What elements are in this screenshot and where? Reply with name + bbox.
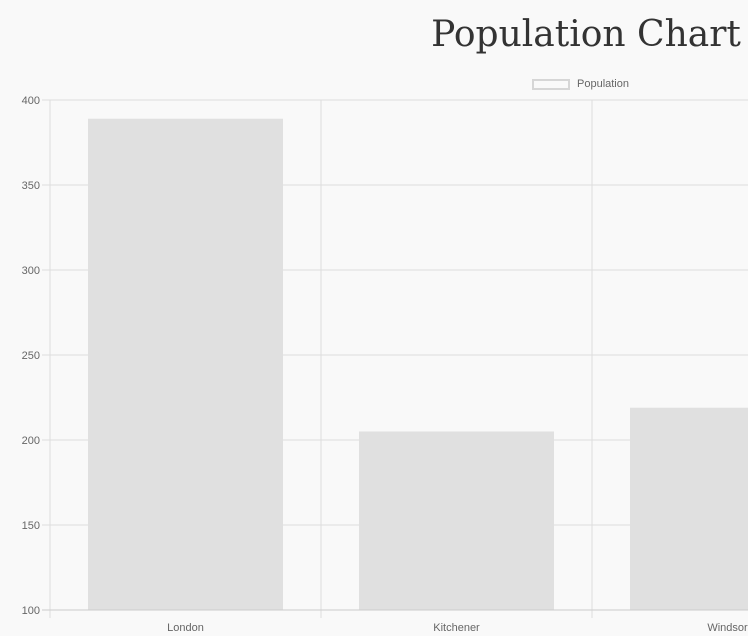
bar-layer bbox=[88, 118, 748, 610]
bar-windsor bbox=[630, 407, 748, 610]
label-layer: 400 350 300 250 200 150 100 London Kitchener Wind… bbox=[22, 95, 748, 634]
bar-kitchener bbox=[359, 431, 554, 610]
y-tick-label: 200 bbox=[22, 435, 40, 447]
legend-label-population: Population bbox=[577, 78, 629, 90]
legend[interactable]: Population bbox=[532, 76, 629, 92]
x-tick-label: Kitchener bbox=[433, 622, 480, 634]
y-tick-label: 100 bbox=[22, 605, 40, 617]
chart-title: Population Chart bbox=[431, 14, 741, 55]
x-tick-label: London bbox=[167, 622, 204, 634]
y-tick-label: 400 bbox=[22, 95, 40, 107]
y-tick-label: 300 bbox=[22, 265, 40, 277]
y-tick-label: 250 bbox=[22, 350, 40, 362]
bar-london bbox=[88, 118, 283, 610]
y-tick-label: 150 bbox=[22, 520, 40, 532]
legend-swatch-population bbox=[532, 78, 570, 90]
x-tick-label: Windsor bbox=[707, 622, 748, 634]
y-tick-label: 350 bbox=[22, 180, 40, 192]
